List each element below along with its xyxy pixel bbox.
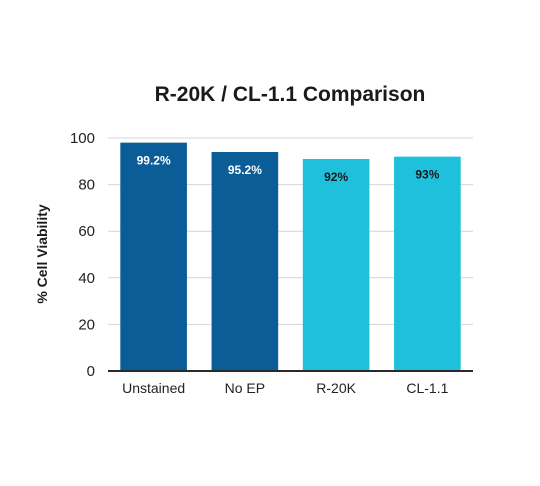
bars: 99.2% 95.2% 92% 93%	[120, 142, 461, 371]
data-label: 99.2%	[137, 154, 171, 168]
bar	[211, 151, 279, 371]
bar	[394, 156, 461, 371]
data-label: 95.2%	[228, 163, 262, 177]
y-tick-label: 20	[78, 316, 95, 333]
data-label: 93%	[415, 168, 439, 182]
y-axis-label: % Cell Viability	[34, 204, 50, 304]
bar	[120, 142, 187, 371]
x-tick-label: No EP	[225, 380, 265, 396]
x-tick-label: Unstained	[122, 380, 185, 396]
y-tick-label: 40	[78, 270, 95, 287]
bar	[302, 158, 370, 371]
x-tick-label: CL-1.1	[406, 380, 448, 396]
y-tick-label: 100	[70, 130, 95, 147]
y-tick-label: 0	[87, 363, 95, 380]
y-tick-label: 80	[78, 177, 95, 194]
x-tick-label: R-20K	[316, 380, 356, 396]
x-axis-ticks: Unstained No EP R-20K CL-1.1	[122, 380, 448, 396]
y-axis-ticks: 0 20 40 60 80 100	[70, 130, 95, 380]
chart-title: R-20K / CL-1.1 Comparison	[155, 83, 426, 106]
y-tick-label: 60	[78, 223, 95, 240]
data-label: 92%	[324, 170, 348, 184]
